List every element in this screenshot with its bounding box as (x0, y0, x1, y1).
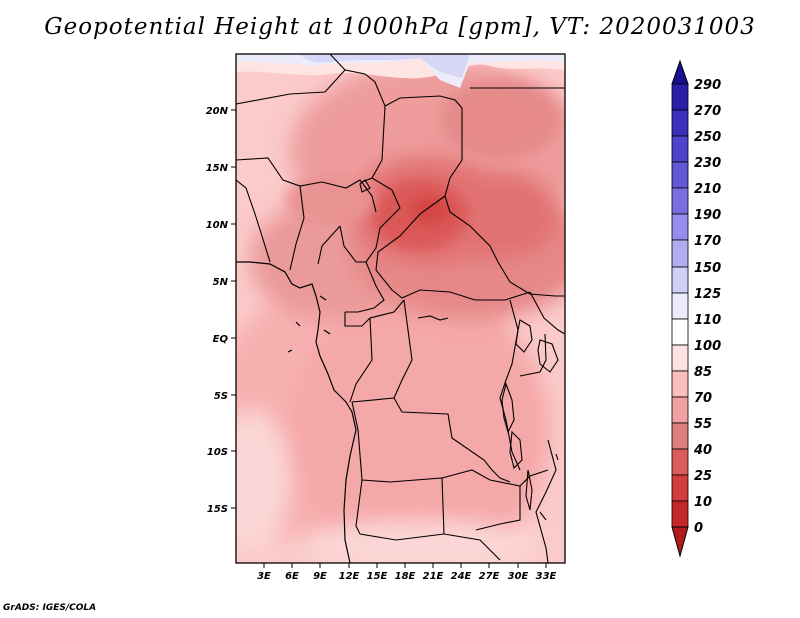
lat-label-10s: 10S (207, 447, 228, 458)
colorbar-label: 40 (694, 443, 713, 458)
colorbar-segment (671, 448, 689, 476)
colorbar-label: 210 (694, 182, 722, 197)
colorbar-label: 0 (694, 521, 704, 536)
coastline (236, 261, 357, 563)
colorbar-label: 250 (694, 130, 722, 145)
lat-label-5n: 5N (213, 277, 229, 288)
map-frame (235, 53, 566, 564)
colorbar-segment (671, 292, 689, 320)
colorbar-label: 10 (694, 495, 713, 510)
lat-label-20n: 20N (206, 106, 229, 117)
colorbar-segment (671, 187, 689, 215)
lat-label-5s: 5S (214, 391, 228, 402)
lat-label-15s: 15S (207, 504, 228, 515)
colorbar-segment (671, 83, 689, 111)
colorbar-label: 125 (694, 287, 722, 302)
colorbar (671, 59, 689, 558)
lon-label-3e: 3E (257, 571, 271, 582)
colorbar-label: 55 (694, 417, 713, 432)
grads-credit: GrADS: IGES/COLA (3, 603, 97, 613)
colorbar-segment (671, 135, 689, 163)
colorbar-label: 230 (694, 156, 722, 171)
colorbar-segment (671, 370, 689, 398)
colorbar-segment (671, 266, 689, 294)
colorbar-segment (671, 396, 689, 424)
colorbar-segment (671, 318, 689, 346)
lon-label-30e: 30E (508, 571, 529, 582)
colorbar-segment (671, 344, 689, 372)
lon-label-6e: 6E (285, 571, 299, 582)
lat-label-eq: EQ (213, 334, 229, 345)
colorbar-segment (671, 213, 689, 241)
lat-label-15n: 15N (206, 163, 229, 174)
colorbar-segment (671, 109, 689, 137)
colorbar-segment (671, 500, 689, 528)
lon-label-18e: 18E (395, 571, 416, 582)
colorbar-segments (671, 83, 689, 528)
colorbar-label: 70 (694, 391, 713, 406)
lon-label-21e: 21E (423, 571, 444, 582)
colorbar-label: 190 (694, 208, 722, 223)
lon-label-15e: 15E (367, 571, 388, 582)
colorbar-label: 85 (694, 365, 713, 380)
colorbar-segment (671, 239, 689, 268)
chart-title: Geopotential Height at 1000hPa [gpm], VT… (44, 14, 756, 40)
country-borders (236, 54, 565, 563)
shaded-field (236, 54, 565, 563)
lakes (359, 179, 559, 521)
lon-label-33e: 33E (536, 571, 557, 582)
lon-label-27e: 27E (479, 571, 500, 582)
colorbar-segment (671, 422, 689, 450)
colorbar-top-arrow (671, 59, 689, 85)
lat-axis: 20N 15N 10N 5N EQ 5S 10S 15S (206, 106, 236, 515)
colorbar-label: 290 (694, 78, 722, 93)
lon-label-24e: 24E (451, 571, 472, 582)
colorbar-label: 100 (694, 339, 722, 354)
colorbar-label: 150 (694, 261, 722, 276)
lon-axis: 3E 6E 9E 12E 15E 18E 21E 24E 27E 30E 33E (257, 563, 557, 582)
colorbar-label: 25 (694, 469, 713, 484)
colorbar-label: 270 (694, 104, 722, 119)
lon-label-9e: 9E (313, 571, 327, 582)
colorbar-segment (671, 161, 689, 189)
lat-label-10n: 10N (206, 220, 229, 231)
colorbar-bottom-arrow (671, 526, 689, 558)
colorbar-segment (671, 474, 689, 502)
colorbar-label: 110 (694, 313, 722, 328)
lon-label-12e: 12E (339, 571, 360, 582)
colorbar-label: 170 (694, 234, 722, 249)
